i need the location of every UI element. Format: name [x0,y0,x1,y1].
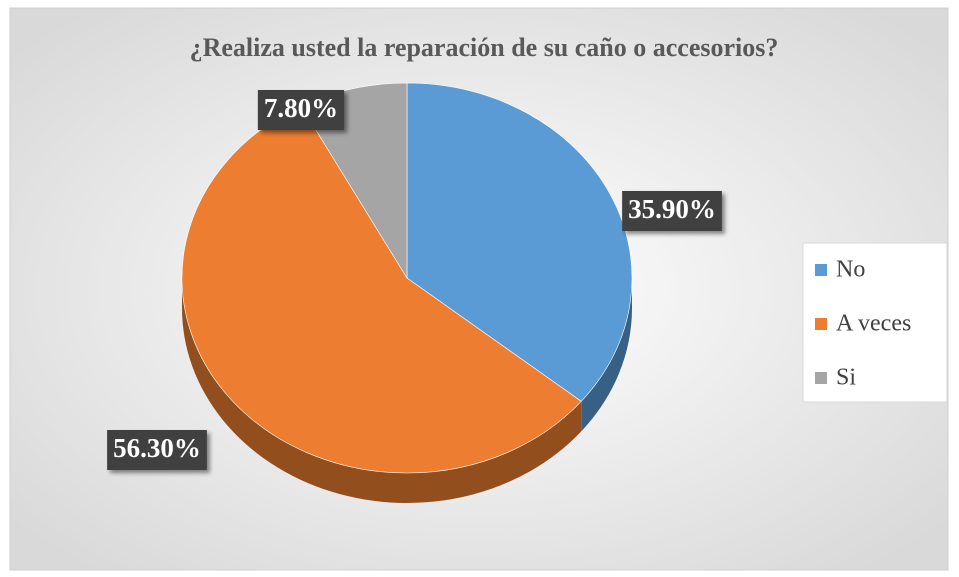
legend-swatch [815,264,827,276]
data-label: 56.30% [107,430,207,470]
slice-side [182,278,582,504]
slice [406,82,633,402]
legend-label: A veces [836,311,911,337]
slice-side [581,278,632,432]
legend-label: Si [836,365,856,391]
chart-title: ¿Realiza usted la reparación de su caño … [190,33,779,62]
data-label-box [257,90,345,130]
legend-label: No [836,257,865,283]
data-label-text: 35.90% [628,194,716,224]
data-label-box [622,191,722,231]
legend-swatch [815,318,827,330]
data-label-text: 7.80% [264,93,338,123]
data-label: 35.90% [622,191,722,231]
legend-swatch [815,372,827,384]
data-label: 7.80% [257,90,345,130]
slice [181,105,582,474]
data-label-box [107,430,207,470]
data-label-text: 56.30% [113,433,201,463]
